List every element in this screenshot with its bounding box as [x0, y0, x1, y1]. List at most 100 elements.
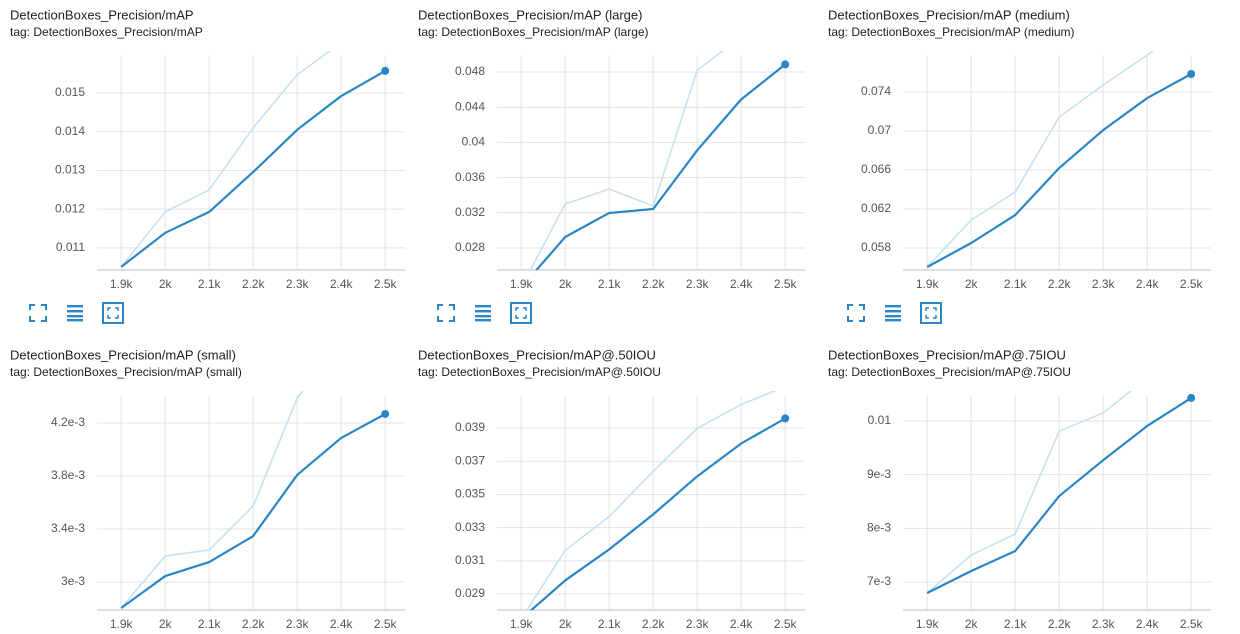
icon [475, 315, 491, 318]
last-point [381, 66, 390, 75]
data-button[interactable] [885, 305, 901, 322]
y-tick-label: 0.074 [861, 84, 891, 98]
x-tick-label: 2.1k [1004, 617, 1028, 631]
icon [510, 302, 532, 324]
y-tick-label: 0.035 [455, 487, 485, 501]
x-tick-label: 2.2k [642, 277, 666, 291]
smoothed-line [120, 412, 386, 609]
y-tick-label: 8e-3 [867, 521, 891, 535]
x-tick-label: 2.5k [1180, 277, 1204, 291]
icon [29, 304, 47, 322]
icon [920, 302, 942, 324]
x-tick-label: 2.3k [1092, 277, 1116, 291]
y-tick-label: 0.07 [868, 123, 892, 137]
x-tick-label: 1.9k [916, 277, 940, 291]
y-tick-label: 0.048 [455, 64, 485, 78]
icon [847, 304, 865, 322]
x-tick-label: 2.1k [598, 617, 622, 631]
icon [107, 307, 119, 319]
icon [885, 315, 901, 318]
x-tick-label: 2.2k [1048, 277, 1072, 291]
chart-tag: tag: DetectionBoxes_Precision/mAP (mediu… [828, 25, 1075, 39]
raw-line [926, 391, 1133, 594]
x-tick-label: 2k [965, 277, 979, 291]
icon [885, 319, 901, 322]
y-tick-label: 0.015 [55, 85, 85, 99]
y-tick-label: 9e-3 [867, 467, 891, 481]
expand-button[interactable] [29, 304, 47, 322]
x-tick-label: 2.2k [242, 277, 266, 291]
y-tick-label: 7e-3 [867, 574, 891, 588]
smoothed-line [120, 69, 386, 268]
y-tick-label: 3e-3 [61, 574, 85, 588]
y-tick-label: 0.058 [861, 240, 891, 254]
y-tick-label: 4.2e-3 [51, 415, 85, 429]
x-tick-label: 2.1k [198, 277, 222, 291]
y-tick-label: 0.044 [455, 99, 485, 113]
fit-button[interactable] [102, 302, 124, 324]
y-tick-label: 0.029 [455, 586, 485, 600]
raw-line [120, 391, 304, 609]
y-tick-label: 0.012 [55, 201, 85, 215]
expand-button[interactable] [847, 304, 865, 322]
x-tick-label: 2.3k [286, 277, 310, 291]
last-point [381, 409, 390, 418]
fit-button[interactable] [510, 302, 532, 324]
plot-area [926, 391, 1192, 595]
x-tick-label: 2.5k [374, 277, 398, 291]
data-button[interactable] [475, 305, 491, 322]
x-tick-label: 1.9k [916, 617, 940, 631]
icon [67, 319, 83, 322]
plot-area [120, 51, 386, 268]
y-tick-label: 0.031 [455, 553, 485, 567]
icon [475, 305, 491, 308]
x-tick-label: 2.5k [1180, 617, 1204, 631]
chart-title: DetectionBoxes_Precision/mAP (small) [10, 347, 236, 362]
icon [475, 319, 491, 322]
y-tick-label: 0.014 [55, 124, 85, 138]
plot-area [526, 391, 786, 610]
smoothed-line [926, 396, 1192, 595]
plot-area [529, 51, 786, 270]
chart-tag: tag: DetectionBoxes_Precision/mAP@.75IOU [828, 365, 1071, 379]
expand-button[interactable] [437, 304, 455, 322]
last-point [1187, 70, 1196, 79]
raw-line [926, 51, 1155, 268]
chart-tag: tag: DetectionBoxes_Precision/mAP (large… [418, 25, 649, 39]
x-tick-label: 2.2k [1048, 617, 1072, 631]
x-tick-label: 2k [559, 617, 573, 631]
x-tick-label: 2.1k [198, 617, 222, 631]
icon [67, 310, 83, 313]
y-tick-label: 0.01 [868, 413, 892, 427]
x-tick-label: 2.2k [642, 617, 666, 631]
y-tick-label: 0.032 [455, 205, 485, 219]
y-tick-label: 3.4e-3 [51, 521, 85, 535]
x-tick-label: 2.4k [730, 617, 754, 631]
x-tick-label: 2.3k [686, 617, 710, 631]
data-button[interactable] [67, 305, 83, 322]
y-tick-label: 0.036 [455, 170, 485, 184]
fit-button[interactable] [920, 302, 942, 324]
smoothed-line [529, 417, 786, 610]
x-tick-label: 1.9k [110, 617, 134, 631]
y-tick-label: 0.039 [455, 420, 485, 434]
x-tick-label: 2.1k [1004, 277, 1028, 291]
last-point [781, 414, 790, 423]
icon [67, 315, 83, 318]
chart-title: DetectionBoxes_Precision/mAP@.50IOU [418, 347, 656, 362]
y-tick-label: 0.011 [56, 240, 85, 254]
x-tick-label: 2.4k [1136, 277, 1160, 291]
x-tick-label: 2k [159, 617, 173, 631]
chart: 1.9k 2k 2.1k 2.2k 2.3k 2.4k 2.5k 0.058 0.062 0.06… [861, 51, 1211, 291]
icon [925, 307, 937, 319]
chart: 1.9k 2k 2.1k 2.2k 2.3k 2.4k 2.5k 7e-3 8e-3 9e-3 0.… [867, 391, 1211, 631]
x-tick-label: 2k [159, 277, 173, 291]
x-tick-label: 2.1k [598, 277, 622, 291]
icon [67, 305, 83, 308]
y-tick-label: 0.066 [861, 162, 891, 176]
x-tick-label: 2.4k [1136, 617, 1160, 631]
icon [102, 302, 124, 324]
x-tick-label: 2.3k [686, 277, 710, 291]
x-tick-label: 2.4k [730, 277, 754, 291]
